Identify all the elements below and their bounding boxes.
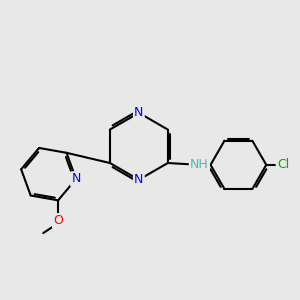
Text: NH: NH	[190, 158, 209, 171]
Text: N: N	[71, 172, 81, 185]
Text: N: N	[134, 106, 143, 119]
Text: Cl: Cl	[277, 158, 289, 171]
Text: N: N	[134, 173, 143, 186]
Text: O: O	[53, 214, 63, 227]
